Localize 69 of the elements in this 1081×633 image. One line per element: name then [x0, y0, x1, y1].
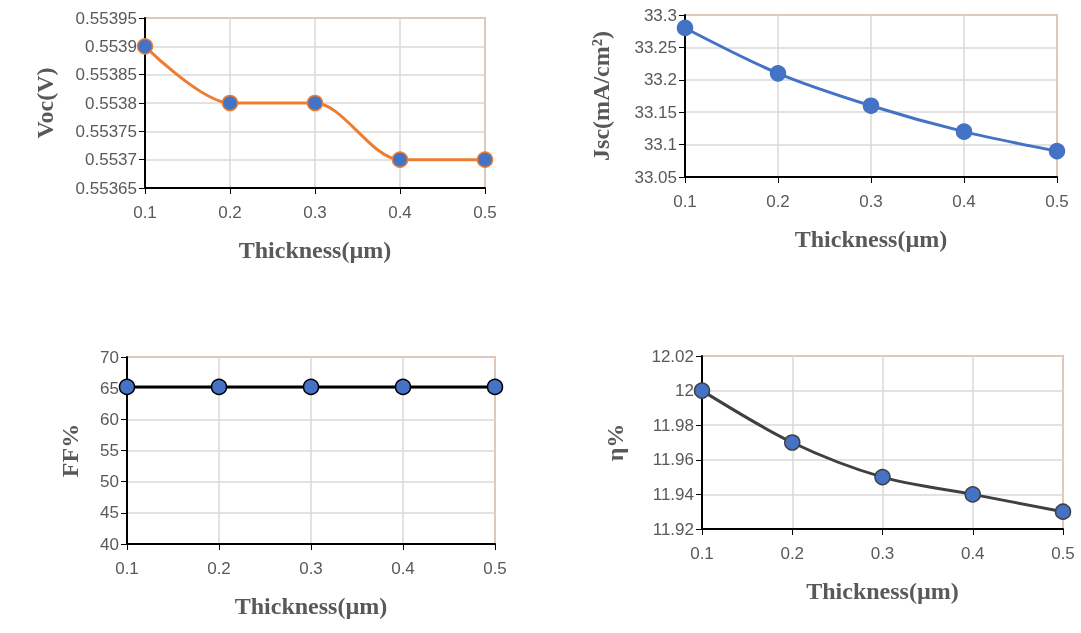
- y-tick-label: 0.55385: [75, 65, 137, 85]
- y-tick-label: 33.25: [634, 37, 677, 57]
- x-tick-label: 0.4: [391, 559, 415, 578]
- y-tick-label: 55: [100, 441, 119, 460]
- y-tick-label: 12.02: [651, 346, 694, 366]
- y-tick-label: 0.5537: [85, 150, 137, 170]
- x-tick-label: 0.1: [673, 192, 697, 211]
- point: [964, 486, 981, 503]
- x-tick-label: 0.5: [473, 203, 497, 222]
- y-tick-label: 65: [100, 378, 119, 398]
- y-tick-label: 33.15: [634, 102, 677, 122]
- point: [769, 65, 787, 82]
- x-tick-label: 0.3: [303, 203, 327, 222]
- x-tick-label: 0.2: [766, 192, 790, 211]
- x-tick-label: 0.3: [299, 559, 323, 578]
- point: [306, 94, 324, 112]
- point: [1054, 503, 1072, 520]
- y-tick-label: 45: [100, 503, 119, 523]
- y-tick-label: 50: [100, 472, 119, 492]
- y-tick-label: 60: [100, 409, 119, 429]
- x-tick-label: 0.5: [1045, 192, 1069, 211]
- point: [955, 123, 973, 140]
- point: [784, 434, 801, 451]
- x-tick-label: 0.4: [388, 203, 412, 222]
- point: [221, 94, 239, 112]
- y-axis-title: η%: [602, 423, 628, 462]
- y-axis-title: Jsc(mA/cm²): [588, 31, 614, 161]
- x-tick-label: 0.1: [690, 544, 714, 563]
- y-tick-label: 70: [100, 347, 119, 367]
- y-tick-label: 12: [675, 381, 694, 401]
- x-tick-label: 0.5: [483, 559, 507, 578]
- point: [874, 468, 891, 486]
- x-tick-label: 0.1: [115, 559, 139, 578]
- y-tick-label: 33.2: [643, 70, 677, 90]
- y-tick-label: 11.96: [652, 450, 694, 470]
- x-tick-label: 0.2: [780, 544, 805, 563]
- point: [1048, 142, 1066, 160]
- point: [136, 38, 154, 55]
- y-axis-title: FF%: [57, 423, 83, 478]
- x-tick-label: 0.3: [859, 192, 883, 211]
- y-tick-label: 0.55375: [75, 121, 137, 141]
- y-tick-label: 11.98: [652, 415, 694, 435]
- y-tick-label: 11.92: [652, 519, 694, 539]
- y-tick-label: 0.55365: [75, 178, 137, 198]
- point: [676, 19, 694, 37]
- point: [862, 97, 880, 114]
- x-tick-label: 0.2: [218, 203, 242, 222]
- x-tick-label: 0.4: [952, 192, 976, 211]
- x-axis-title: Thickness(µm): [238, 237, 392, 263]
- y-tick-label: 11.94: [652, 484, 694, 504]
- x-axis-title: Thickness(µm): [234, 593, 388, 619]
- point: [391, 151, 409, 168]
- x-axis-title: Thickness(µm): [794, 226, 948, 252]
- y-tick-label: 0.5538: [85, 93, 137, 113]
- x-tick-label: 0.1: [133, 203, 157, 222]
- y-tick-label: 33.3: [643, 5, 677, 25]
- point: [476, 151, 494, 168]
- point: [693, 382, 711, 399]
- x-tick-label: 0.2: [207, 559, 231, 578]
- y-tick-label: 0.5539: [85, 36, 137, 56]
- y-tick-label: 0.55395: [75, 8, 137, 28]
- y-tick-label: 40: [100, 534, 119, 554]
- y-tick-label: 33.1: [643, 135, 677, 155]
- y-tick-label: 33.05: [634, 167, 677, 187]
- x-tick-label: 0.3: [870, 544, 895, 563]
- x-axis-title: Thickness(µm): [806, 578, 959, 604]
- y-axis-title: Voc(V): [32, 67, 58, 139]
- x-tick-label: 0.4: [960, 544, 985, 563]
- x-tick-label: 0.5: [1051, 544, 1075, 563]
